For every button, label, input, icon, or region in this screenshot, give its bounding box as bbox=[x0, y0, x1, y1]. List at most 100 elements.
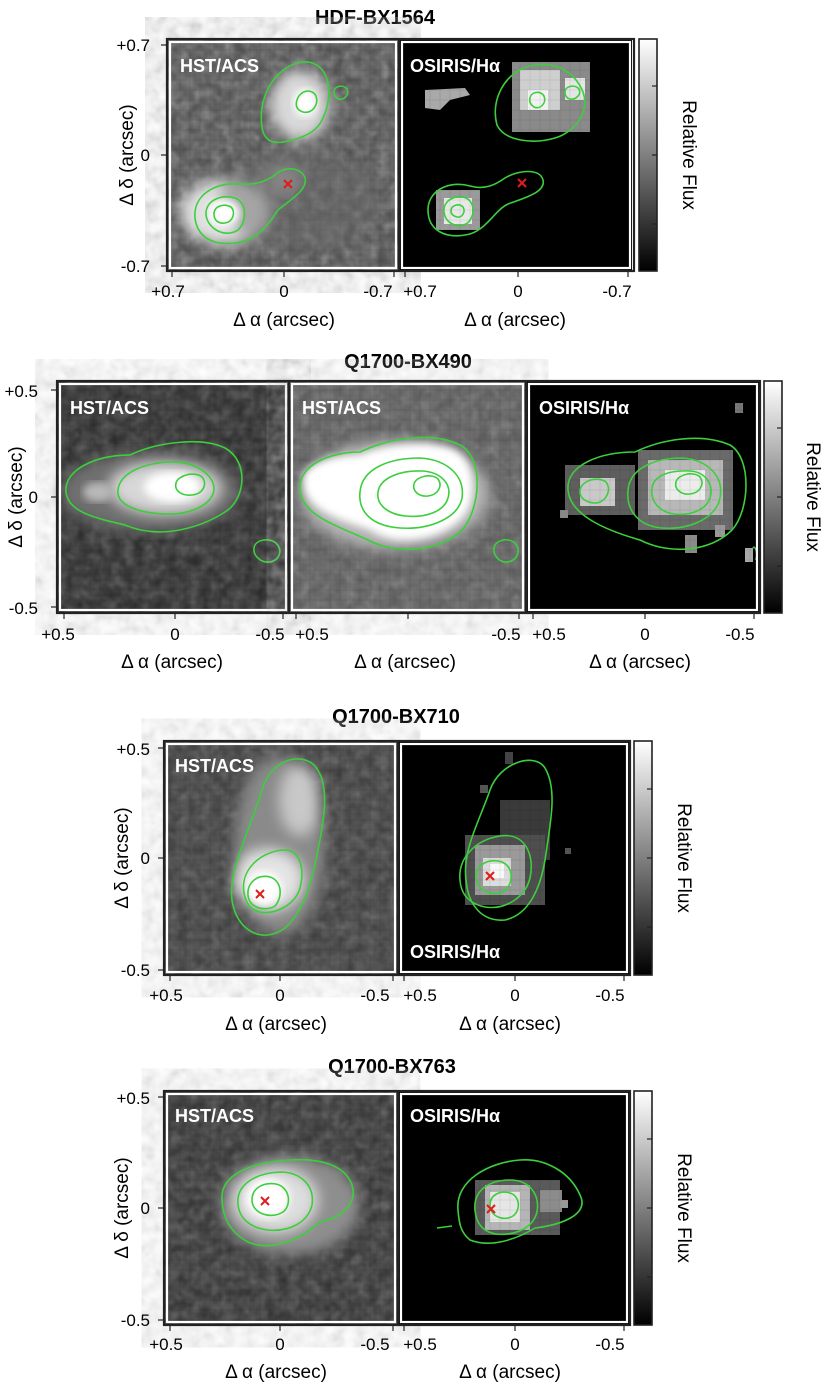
y-axis: +0.5 0 -0.5 Δ δ (arcsec) bbox=[4, 382, 57, 618]
contour-outer bbox=[567, 437, 747, 551]
contour-outer bbox=[494, 63, 586, 142]
hst-panel: HST/ACS bbox=[290, 382, 525, 612]
x-tick: 0 bbox=[640, 625, 649, 644]
y-tick: -0.7 bbox=[121, 257, 150, 276]
osiris-panel: OSIRIS/Hα bbox=[400, 40, 632, 270]
y-tick: +0.7 bbox=[116, 36, 150, 55]
x-axis-label: Δ α (arcsec) bbox=[459, 1362, 561, 1383]
group-title: Q1700-BX710 bbox=[332, 706, 460, 728]
x-tick: +0.5 bbox=[403, 1335, 437, 1354]
group-q1700-bx763: Q1700-BX763 HST/ACS bbox=[112, 1056, 694, 1383]
x-tick: +0.5 bbox=[41, 625, 75, 644]
x-axis-label: Δ α (arcsec) bbox=[464, 310, 566, 331]
contour-outer bbox=[457, 1159, 583, 1244]
y-axis-label: Δ δ (arcsec) bbox=[112, 1157, 133, 1258]
x-axis-label: Δ α (arcsec) bbox=[233, 310, 335, 331]
x-tick: -0.5 bbox=[595, 986, 624, 1005]
centroid-cross bbox=[485, 871, 495, 881]
contour-mid bbox=[459, 834, 532, 909]
contour-mid bbox=[117, 461, 215, 515]
contour-outer bbox=[464, 759, 553, 921]
contour-outer bbox=[65, 440, 243, 533]
x-axis: +0.5 0 -0.5 +0.5 0 -0.5 Δ α (arcsec) Δ α… bbox=[149, 1325, 625, 1383]
panel-label: OSIRIS/Hα bbox=[410, 1106, 500, 1126]
y-axis: +0.5 0 -0.5 Δ δ (arcsec) bbox=[112, 1089, 164, 1330]
osiris-panel: OSIRIS/Hα bbox=[399, 742, 629, 974]
panel-label: OSIRIS/Hα bbox=[410, 942, 500, 962]
panel-label: OSIRIS/Hα bbox=[539, 398, 629, 418]
contour-tail bbox=[436, 1225, 453, 1229]
panel-label: HST/ACS bbox=[175, 1106, 254, 1126]
panel-label: HST/ACS bbox=[175, 756, 254, 776]
group-hdf-bx1564: HDF-BX1564 HST/ACS bbox=[116, 7, 699, 331]
contour-small bbox=[564, 85, 581, 100]
contour-small bbox=[579, 478, 610, 504]
hst-panel: HST/ACS bbox=[165, 742, 397, 974]
contour-mid bbox=[377, 470, 450, 518]
centroid-cross bbox=[283, 179, 293, 189]
contour-outer bbox=[230, 758, 326, 936]
x-tick: -0.5 bbox=[595, 1335, 624, 1354]
y-axis-label: Δ δ (arcsec) bbox=[112, 807, 133, 908]
y-axis-label: Δ δ (arcsec) bbox=[6, 446, 27, 547]
x-tick: 0 bbox=[170, 625, 179, 644]
x-axis-label: Δ α (arcsec) bbox=[225, 1014, 327, 1035]
contour-outer bbox=[194, 168, 306, 245]
contour-inner bbox=[475, 860, 513, 895]
colorbar-label: Relative Flux bbox=[802, 442, 823, 552]
contour-small bbox=[493, 539, 519, 563]
group-q1700-bx710: Q1700-BX710 HST/ACS bbox=[112, 706, 694, 1035]
contour-mid bbox=[650, 470, 712, 516]
osiris-panel: OSIRIS/Hα bbox=[527, 382, 759, 612]
x-tick: +0.5 bbox=[149, 986, 183, 1005]
x-tick: -0.7 bbox=[363, 282, 392, 301]
contour-inner bbox=[528, 91, 546, 109]
y-tick: 0 bbox=[141, 849, 150, 868]
y-tick: +0.5 bbox=[4, 382, 38, 401]
panel-label: HST/ACS bbox=[302, 398, 381, 418]
colorbar-label: Relative Flux bbox=[673, 803, 694, 913]
x-tick: 0 bbox=[275, 1335, 284, 1354]
x-tick: +0.5 bbox=[295, 625, 329, 644]
y-axis-label: Δ δ (arcsec) bbox=[117, 104, 138, 205]
x-axis-label: Δ α (arcsec) bbox=[459, 1014, 561, 1035]
contour-inner bbox=[674, 473, 703, 495]
x-tick: +0.7 bbox=[151, 282, 185, 301]
contour-inner bbox=[489, 1191, 520, 1220]
contour-mid bbox=[474, 1179, 539, 1236]
group-q1700-bx490: Q1700-BX490 HST/ACS bbox=[4, 351, 823, 673]
x-tick: -0.5 bbox=[360, 1335, 389, 1354]
y-tick: +0.5 bbox=[116, 740, 150, 759]
contour-inner bbox=[412, 475, 441, 497]
x-tick: +0.5 bbox=[149, 1335, 183, 1354]
y-tick: -0.5 bbox=[9, 599, 38, 618]
contour-small bbox=[333, 85, 349, 101]
x-tick: -0.5 bbox=[360, 986, 389, 1005]
x-axis-label: Δ α (arcsec) bbox=[121, 652, 223, 673]
contour-mid bbox=[237, 1171, 314, 1231]
y-tick: 0 bbox=[29, 488, 38, 507]
centroid-cross bbox=[255, 889, 265, 899]
centroid-cross bbox=[260, 1196, 270, 1206]
y-axis: +0.5 0 -0.5 Δ δ (arcsec) bbox=[112, 740, 164, 980]
colorbar: Relative Flux bbox=[633, 740, 694, 976]
y-axis: +0.7 0 -0.7 Δ δ (arcsec) bbox=[116, 36, 167, 276]
y-tick: 0 bbox=[141, 1199, 150, 1218]
colorbar-label: Relative Flux bbox=[673, 1153, 694, 1263]
contour-mid bbox=[242, 849, 303, 914]
contour-inner bbox=[213, 204, 235, 224]
contour-small bbox=[253, 539, 281, 563]
x-tick: 0 bbox=[279, 282, 288, 301]
centroid-cross bbox=[486, 1204, 496, 1214]
x-tick: 0 bbox=[510, 986, 519, 1005]
x-tick: 0 bbox=[275, 986, 284, 1005]
contour-inner bbox=[247, 875, 281, 910]
x-axis: +0.7 0 -0.7 +0.7 0 -0.7 Δ α (arcsec) Δ α… bbox=[151, 271, 632, 331]
colorbar: Relative Flux bbox=[638, 38, 699, 272]
contour-mid bbox=[627, 457, 722, 529]
x-axis-label: Δ α (arcsec) bbox=[589, 652, 691, 673]
x-axis-label: Δ α (arcsec) bbox=[225, 1362, 327, 1383]
osiris-panel: OSIRIS/Hα bbox=[399, 1092, 629, 1324]
contour-inner bbox=[174, 473, 206, 496]
x-tick: -0.5 bbox=[491, 625, 520, 644]
